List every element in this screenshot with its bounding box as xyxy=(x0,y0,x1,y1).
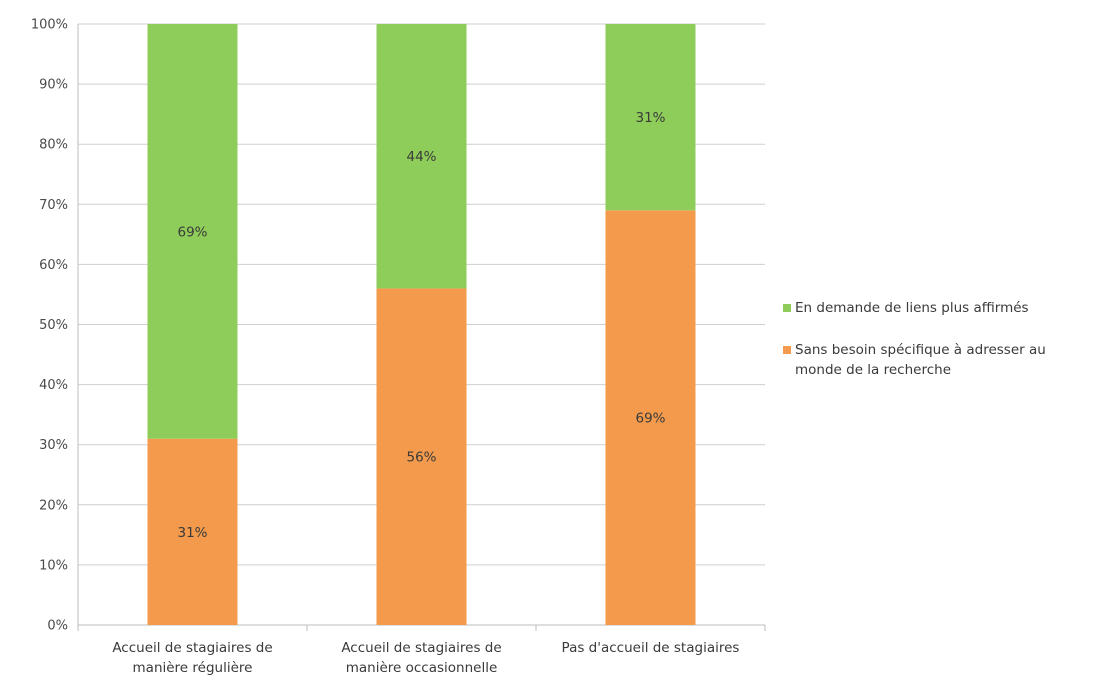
y-tick-label: 0% xyxy=(47,619,68,634)
legend-label: monde de la recherche xyxy=(795,362,951,378)
legend-label: Sans besoin spécifique à adresser au xyxy=(795,342,1046,358)
data-label: 56% xyxy=(406,450,436,466)
data-label: 31% xyxy=(635,110,665,126)
y-tick-label: 10% xyxy=(39,558,68,573)
x-category-label: Pas d'accueil de stagiaires xyxy=(562,640,740,656)
bar-segment xyxy=(376,288,467,625)
data-label: 31% xyxy=(177,525,207,541)
y-tick-label: 80% xyxy=(39,138,68,153)
data-label: 44% xyxy=(406,149,436,165)
bar-segment xyxy=(147,438,238,625)
y-tick-label: 40% xyxy=(39,378,68,393)
bar-segment xyxy=(605,210,696,625)
y-tick-label: 100% xyxy=(31,18,68,33)
y-tick-label: 70% xyxy=(39,198,68,213)
x-category-label: manière occasionnelle xyxy=(346,660,498,676)
legend-swatch xyxy=(783,346,791,354)
x-category-label: Accueil de stagiaires de xyxy=(112,640,272,656)
y-tick-label: 90% xyxy=(39,78,68,93)
data-label: 69% xyxy=(177,224,207,240)
y-tick-label: 60% xyxy=(39,258,68,273)
x-category-label: Accueil de stagiaires de xyxy=(341,640,501,656)
y-tick-label: 50% xyxy=(39,318,68,333)
y-tick-label: 20% xyxy=(39,498,68,513)
x-category-label: manière régulière xyxy=(133,660,253,676)
data-label: 69% xyxy=(635,411,665,427)
bar-segment xyxy=(147,24,238,439)
legend-label: En demande de liens plus affirmés xyxy=(795,300,1029,316)
legend-swatch xyxy=(783,304,791,312)
y-tick-label: 30% xyxy=(39,438,68,453)
bar-segment xyxy=(376,24,467,289)
bar-segment xyxy=(605,24,696,211)
